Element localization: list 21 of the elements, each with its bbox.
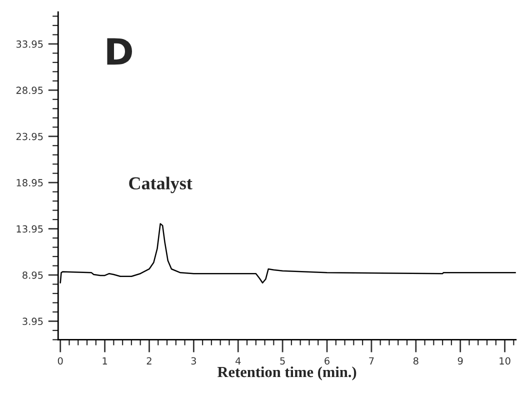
y-tick-label: 8.95 — [22, 271, 43, 279]
x-tick-label: 9 — [458, 357, 463, 365]
y-tick-label: 28.95 — [16, 86, 43, 94]
annotation: D — [107, 38, 132, 65]
x-tick-label: 10 — [500, 357, 510, 365]
x-tick-label: 4 — [236, 357, 241, 364]
x-tick-label: 6 — [324, 357, 330, 365]
x-tick-label: 0 — [58, 357, 63, 365]
y-tick-label: 33.95 — [16, 40, 43, 48]
x-tick-label: 3 — [191, 357, 196, 365]
x-tick-label: 5 — [280, 357, 285, 365]
x-tick-label: 7 — [369, 357, 374, 364]
x-tick-label: 8 — [413, 357, 418, 365]
y-tick-label: 13.95 — [16, 225, 43, 233]
x-tick-label: 1 — [102, 357, 107, 364]
y-tick-label: 3.95 — [22, 318, 43, 326]
y-tick-label: 18.95 — [16, 179, 43, 186]
x-axis-title: Retention time (min.) — [217, 366, 356, 380]
x-tick-label: 2 — [146, 357, 152, 364]
annotation: Catalyst — [129, 176, 192, 194]
y-tick-label: 23.95 — [16, 132, 43, 140]
